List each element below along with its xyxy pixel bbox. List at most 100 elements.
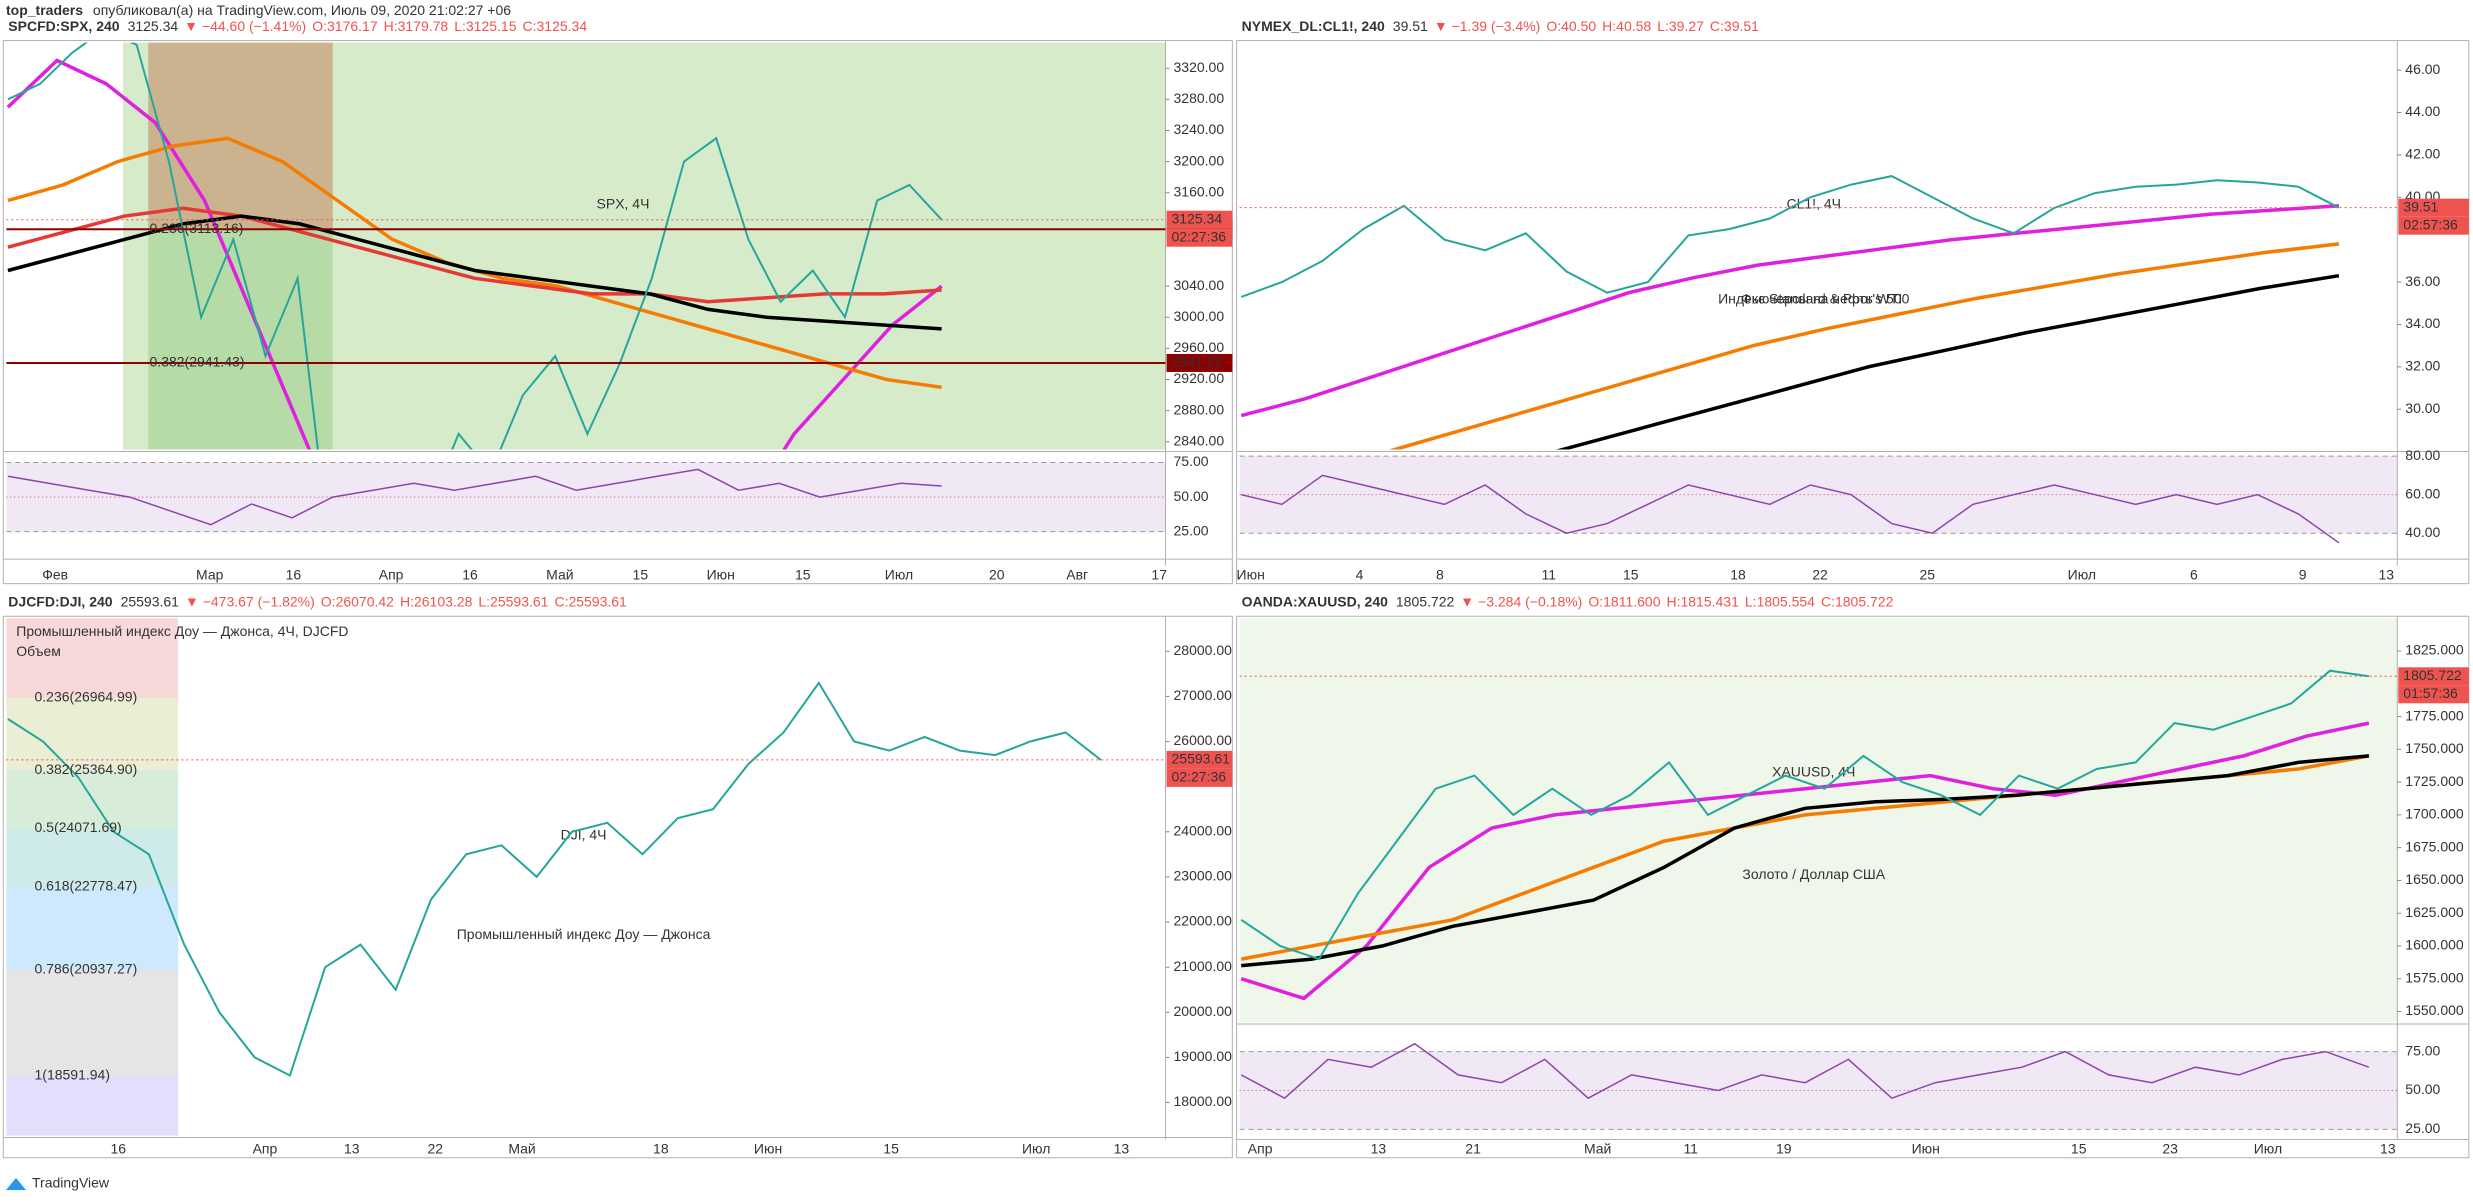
ohlc-value: C:1805.722 bbox=[1821, 593, 1894, 609]
panel-header: DJCFD:DJI, 240 25593.61 ▼ −473.67 (−1.82%)… bbox=[8, 593, 627, 609]
symbol: SPCFD:SPX, 240 bbox=[8, 18, 119, 34]
x-tick-label: 6 bbox=[2190, 566, 2198, 582]
y-tick-label: 21000.00 bbox=[1174, 958, 1233, 974]
logo-icon bbox=[6, 1178, 26, 1190]
change: ▼ −3.284 (−0.18%) bbox=[1460, 593, 1582, 609]
change: ▼ −44.60 (−1.41%) bbox=[184, 18, 306, 34]
y-tick-label: 3240.00 bbox=[1174, 121, 1225, 137]
fib-band bbox=[6, 969, 179, 1076]
y-tick-label: 3200.00 bbox=[1174, 152, 1225, 168]
y-tick-label: 3000.00 bbox=[1174, 308, 1225, 324]
y-tick-label: 1675.000 bbox=[2405, 838, 2464, 854]
rsi-tick-label: 80.00 bbox=[2405, 447, 2440, 463]
watermark-title: XAUUSD, 4Ч bbox=[1772, 764, 1855, 780]
x-tick-label: 19 bbox=[1776, 1140, 1792, 1156]
countdown-label: 02:27:36 bbox=[1172, 769, 1227, 785]
moving-average bbox=[1240, 204, 2340, 418]
footer-brand: TradingView bbox=[32, 1175, 110, 1191]
rsi-line bbox=[1241, 474, 2340, 544]
y-tick-label: 3320.00 bbox=[1174, 59, 1225, 75]
plot-area bbox=[7, 681, 1102, 1077]
x-tick-label: Апр bbox=[379, 566, 404, 582]
ohlc-value: L:25593.61 bbox=[478, 593, 548, 609]
panel-header: NYMEX_DL:CL1!, 240 39.51 ▼ −1.39 (−3.4%) O:… bbox=[1242, 18, 1760, 34]
rsi-line bbox=[1240, 1042, 2370, 1100]
x-tick-label: 18 bbox=[653, 1140, 669, 1156]
last-price-label: 25593.61 bbox=[1172, 751, 1231, 767]
watermark-title: SPX, 4Ч bbox=[597, 196, 650, 212]
ohlc-value: C:39.51 bbox=[1710, 18, 1759, 34]
x-tick-label: 18 bbox=[1730, 566, 1746, 582]
price-line bbox=[7, 681, 1102, 1077]
x-tick-label: 23 bbox=[2162, 1140, 2178, 1156]
y-tick-label: 30.00 bbox=[2405, 400, 2440, 416]
y-tick-label: 26000.00 bbox=[1174, 732, 1233, 748]
panel-header: SPCFD:SPX, 240 3125.34 ▼ −44.60 (−1.41%) O:… bbox=[8, 18, 587, 34]
fib-label: 0.382(25364.90) bbox=[35, 761, 138, 777]
fib-label: 0.382(2941.43) bbox=[150, 354, 245, 370]
y-tick-label: 2960.00 bbox=[1174, 339, 1225, 355]
x-tick-label: 15 bbox=[2071, 1140, 2087, 1156]
y-tick-label: 19000.00 bbox=[1174, 1048, 1233, 1064]
chart-panel: SPX, 4Ч Индекс Standard & Poor's 500 3320.… bbox=[2, 18, 1910, 585]
publish-line: top_traders опубликовал(а) на TradingVie… bbox=[6, 2, 511, 18]
watermark-title: DJI, 4Ч bbox=[561, 827, 607, 843]
watermark-subtitle: Фьючерсы на нефть WTI bbox=[1741, 290, 1902, 306]
panel-frame bbox=[1236, 40, 2470, 585]
x-tick-label: Июн bbox=[754, 1140, 782, 1156]
rsi-band bbox=[1239, 456, 2398, 534]
x-tick-label: 8 bbox=[1436, 566, 1444, 582]
x-tick-label: Июн bbox=[1912, 1140, 1940, 1156]
countdown-tag bbox=[2398, 216, 2469, 235]
y-tick-label: 32.00 bbox=[2405, 358, 2440, 374]
x-tick-label: Апр bbox=[1248, 1140, 1273, 1156]
fib-label: 1(18591.94) bbox=[35, 1067, 111, 1083]
last-price-tag bbox=[1166, 750, 1233, 769]
y-tick-label: 1625.000 bbox=[2405, 904, 2464, 920]
y-tick-label: 24000.00 bbox=[1174, 822, 1233, 838]
fib-label: 0.618(22778.47) bbox=[35, 878, 138, 894]
x-tick-label: Май bbox=[546, 566, 573, 582]
watermark-subtitle: Индекс Standard & Poor's 500 bbox=[1718, 290, 1910, 306]
published: опубликовал(а) на TradingView.com, Июль … bbox=[93, 2, 511, 18]
x-tick-label: Мар bbox=[196, 566, 224, 582]
chart-panel: DJI, 4Ч Промышленный индекс Доу — Джонса 2… bbox=[2, 593, 1233, 1159]
rsi-tick-label: 50.00 bbox=[1174, 488, 1209, 504]
panel-frame bbox=[2, 615, 1233, 1159]
y-tick-label: 1825.000 bbox=[2405, 642, 2464, 658]
plot-area bbox=[6, 42, 1166, 450]
watermark-subtitle: Золото / Доллар США bbox=[1742, 866, 1885, 882]
panel-header: OANDA:XAUUSD, 240 1805.722 ▼ −3.284 (−0.18… bbox=[1242, 593, 1894, 609]
rsi-tick-label: 25.00 bbox=[2405, 1120, 2440, 1136]
ohlc-value: L:1805.554 bbox=[1745, 593, 1815, 609]
x-tick-label: Июл bbox=[885, 566, 913, 582]
change: ▼ −1.39 (−3.4%) bbox=[1434, 18, 1540, 34]
x-tick-label: Июн bbox=[1237, 566, 1265, 582]
rsi-line bbox=[7, 468, 942, 526]
y-tick-label: 1575.000 bbox=[2405, 969, 2464, 985]
moving-average bbox=[1388, 242, 2340, 450]
countdown-tag bbox=[2398, 685, 2469, 704]
y-tick-label: 3280.00 bbox=[1174, 90, 1225, 106]
y-tick-label: 46.00 bbox=[2405, 61, 2440, 77]
y-tick-label: 3040.00 bbox=[1174, 277, 1225, 293]
y-tick-label: 2880.00 bbox=[1174, 401, 1225, 417]
x-tick-label: 22 bbox=[1812, 566, 1828, 582]
x-tick-label: Июн bbox=[707, 566, 735, 582]
ohlc-value: O:40.50 bbox=[1546, 18, 1596, 34]
x-tick-label: 25 bbox=[1920, 566, 1936, 582]
x-tick-label: 9 bbox=[2299, 566, 2307, 582]
x-tick-label: 15 bbox=[883, 1140, 899, 1156]
last-price-label: 39.51 bbox=[2403, 198, 2438, 214]
rsi-tick-label: 50.00 bbox=[2405, 1081, 2440, 1097]
countdown-label: 02:57:36 bbox=[2403, 216, 2458, 232]
x-tick-label: 13 bbox=[2380, 1140, 2396, 1156]
ohlc-value: L:39.27 bbox=[1657, 18, 1704, 34]
last-price-tag bbox=[2398, 667, 2469, 686]
y-tick-label: 18000.00 bbox=[1174, 1093, 1233, 1109]
last-value: 1805.722 bbox=[1396, 593, 1455, 609]
y-tick-label: 42.00 bbox=[2405, 146, 2440, 162]
ohlc-value: O:1811.600 bbox=[1588, 593, 1660, 609]
